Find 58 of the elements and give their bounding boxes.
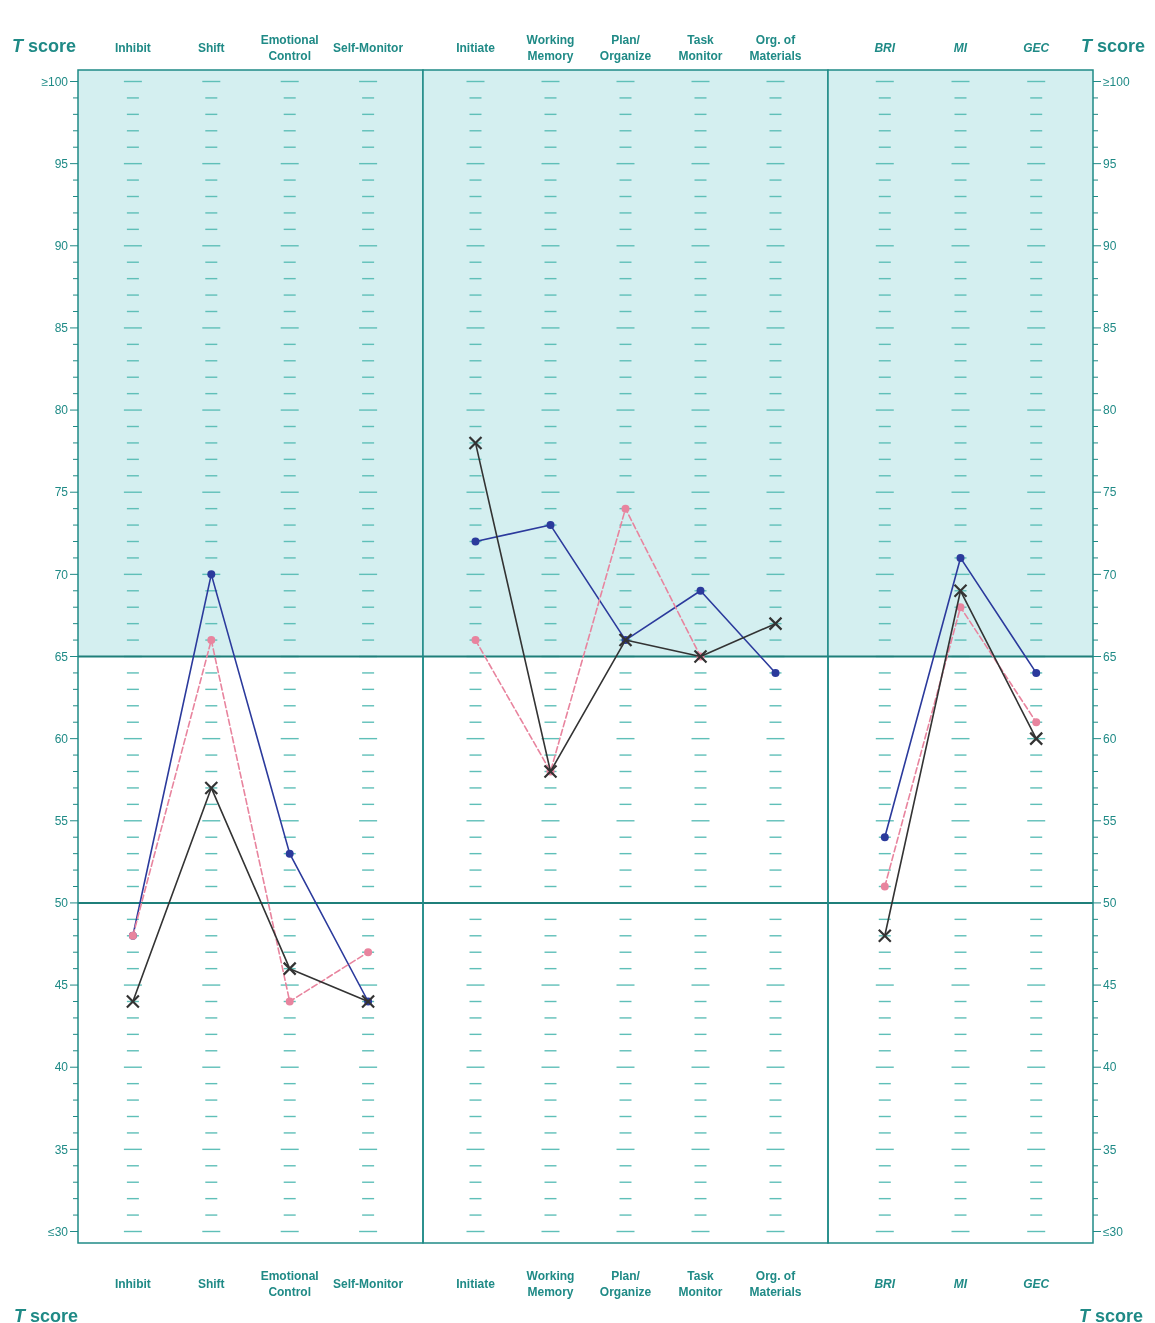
category-label: Initiate [456, 1277, 495, 1291]
y-tick-label: 35 [54, 1142, 69, 1157]
y2-tick-label: 70 [1103, 567, 1117, 582]
x-tick-label: Working Memory [526, 33, 575, 63]
category-label: Task Monitor [678, 1269, 723, 1299]
y2-tick-label: ≤30 [1103, 1224, 1124, 1239]
y2-tick-label: ≥100 [1103, 74, 1130, 89]
text: T score [1078, 1306, 1143, 1323]
x-tick-label: Org. of Materials [749, 33, 802, 63]
category-label: Working Memory [526, 1269, 575, 1299]
y-tick-label: 90 [54, 238, 69, 253]
y2-tick-label: 75 [1103, 485, 1117, 500]
y-tick-label: ≥100 [41, 74, 69, 89]
category-label: GEC [1023, 1277, 1050, 1291]
y-tick-label: 95 [54, 156, 69, 171]
category-label: Self-Monitor [333, 1277, 404, 1291]
x-tick-label: Initiate [456, 41, 496, 55]
y2-tick-label: 90 [1103, 238, 1117, 253]
y-tick-label: 60 [54, 731, 69, 746]
x-tick-label: Self-Monitor [333, 41, 404, 55]
y-tick-label: 55 [54, 813, 69, 828]
x-tick-label: Inhibit [114, 41, 151, 55]
y2-tick-label: 85 [1103, 321, 1117, 336]
y-tick-label: 70 [54, 567, 69, 582]
y-tick-label: 85 [54, 321, 69, 336]
y-tick-label: 50 [54, 896, 69, 911]
category-label: Org. of Materials [749, 1269, 802, 1299]
y-tick-label: 65 [54, 649, 69, 664]
y2-tick-label: 80 [1103, 403, 1117, 418]
y2-tick-label: 55 [1103, 813, 1117, 828]
y-tick-label: 45 [54, 978, 69, 993]
y2-tick-label: 95 [1103, 156, 1117, 171]
y2-tick-label: 65 [1103, 649, 1117, 664]
category-label: Emotional Control [260, 1269, 319, 1299]
x-tick-label: BRI [874, 41, 896, 55]
x-tick-label: MI [953, 41, 968, 55]
y-tick-label: ≤30 [48, 1224, 69, 1239]
y-axis-title: T score [12, 36, 77, 56]
x-tick-label: Emotional Control [260, 33, 319, 63]
y-tick-label: 80 [54, 403, 69, 418]
y2-axis-title: T score [1080, 36, 1145, 56]
category-label: Inhibit [114, 1277, 151, 1291]
y-tick-label: 75 [54, 485, 69, 500]
text: T score [14, 1306, 79, 1323]
x-tick-label: Shift [197, 41, 225, 55]
x-tick-label: Plan/ Organize [599, 33, 652, 63]
y2-tick-label: 50 [1103, 896, 1117, 911]
y-tick-label: 40 [54, 1060, 69, 1075]
category-label: MI [953, 1277, 968, 1291]
y2-tick-label: 35 [1103, 1142, 1117, 1157]
y2-tick-label: 45 [1103, 978, 1117, 993]
x-tick-label: Task Monitor [678, 33, 723, 63]
category-label: Plan/ Organize [599, 1269, 652, 1299]
y2-tick-label: 60 [1103, 731, 1117, 746]
x-tick-label: GEC [1023, 41, 1050, 55]
y2-tick-label: 40 [1103, 1060, 1117, 1075]
category-label: Shift [197, 1277, 225, 1291]
category-label: BRI [874, 1277, 896, 1291]
